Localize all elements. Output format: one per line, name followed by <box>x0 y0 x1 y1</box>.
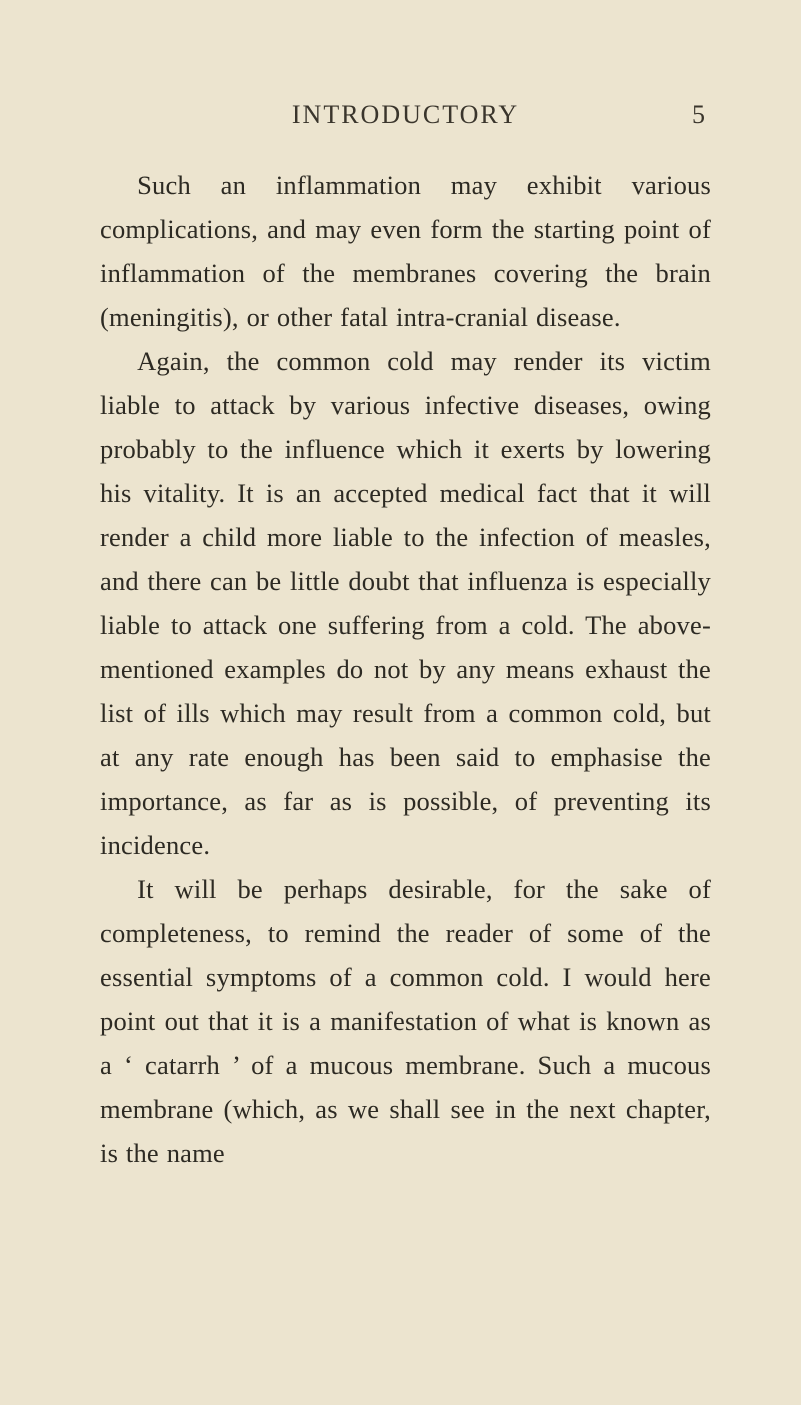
paragraph: Again, the common cold may render its vi… <box>100 340 711 868</box>
paragraph: It will be perhaps desirable, for the sa… <box>100 868 711 1176</box>
paragraph: Such an inflammation may exhibit various… <box>100 164 711 340</box>
body-text: Such an inflammation may exhibit various… <box>100 164 711 1176</box>
running-title: INTRODUCTORY <box>146 100 665 130</box>
page-number: 5 <box>665 100 705 130</box>
running-head: INTRODUCTORY 5 <box>100 100 711 130</box>
page-container: INTRODUCTORY 5 Such an inflammation may … <box>0 0 801 1236</box>
